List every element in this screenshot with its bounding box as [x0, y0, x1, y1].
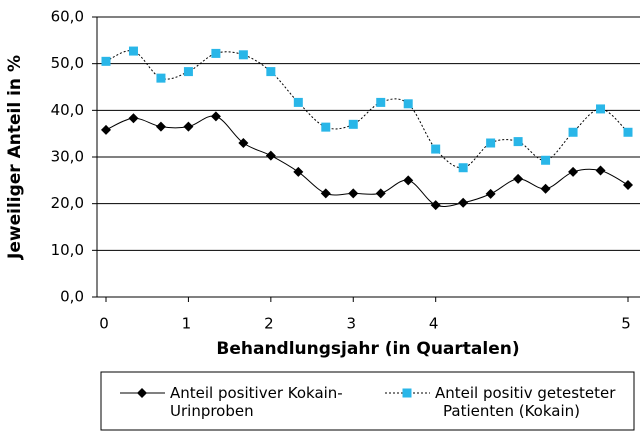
legend-marker [402, 388, 412, 398]
marker [623, 180, 633, 190]
marker [183, 67, 193, 77]
marker [128, 113, 139, 124]
marker [375, 188, 386, 199]
marker [430, 200, 441, 211]
y-tick-label: 40,0 [51, 101, 84, 119]
legend-marker [137, 388, 147, 398]
x-tick-label: 3 [346, 315, 356, 333]
marker [265, 150, 276, 161]
x-tick-label: 2 [264, 315, 274, 333]
y-tick-label: 20,0 [51, 194, 84, 212]
marker [431, 144, 441, 154]
marker [485, 188, 496, 199]
marker [238, 50, 248, 60]
marker [403, 99, 413, 109]
marker [623, 127, 633, 137]
marker [293, 166, 304, 177]
marker [211, 48, 221, 58]
y-tick-label: 10,0 [51, 241, 84, 259]
marker [266, 67, 276, 77]
x-tick-label: 0 [99, 315, 109, 333]
marker [183, 121, 194, 132]
marker [540, 183, 551, 194]
y-tick-label: 30,0 [51, 148, 84, 166]
marker [348, 119, 358, 129]
marker [210, 111, 221, 122]
marker [155, 121, 166, 132]
marker [596, 104, 606, 114]
marker [321, 122, 331, 132]
x-tick-label: 1 [182, 315, 192, 333]
x-tick-label: 4 [429, 315, 439, 333]
marker [458, 197, 469, 208]
marker [458, 163, 468, 173]
marker [376, 97, 386, 107]
y-tick-label: 50,0 [51, 54, 84, 72]
marker [156, 73, 166, 83]
marker [293, 97, 303, 107]
marker [101, 56, 111, 66]
marker [403, 175, 414, 186]
marker [568, 166, 579, 177]
x-axis-title: Behandlungsjahr (in Quartalen) [216, 339, 519, 359]
marker [595, 165, 606, 176]
marker [348, 188, 359, 199]
y-tick-label: 0,0 [60, 288, 84, 306]
legend-box [100, 371, 635, 431]
marker [513, 173, 524, 184]
marker [513, 137, 523, 147]
marker [541, 155, 551, 165]
marker [238, 138, 249, 148]
marker [486, 138, 496, 148]
legend-label: Anteil positiver Kokain-Urinproben [170, 384, 343, 420]
marker [101, 124, 111, 135]
x-tick-label: 5 [621, 315, 631, 333]
y-tick-label: 60,0 [51, 8, 84, 26]
legend-label: Anteil positiv getesteter Patienten (Koka… [435, 384, 616, 420]
y-axis-title: Jeweiliger Anteil in % [5, 55, 25, 260]
marker [320, 188, 331, 199]
marker [128, 46, 138, 56]
marker [568, 127, 578, 137]
